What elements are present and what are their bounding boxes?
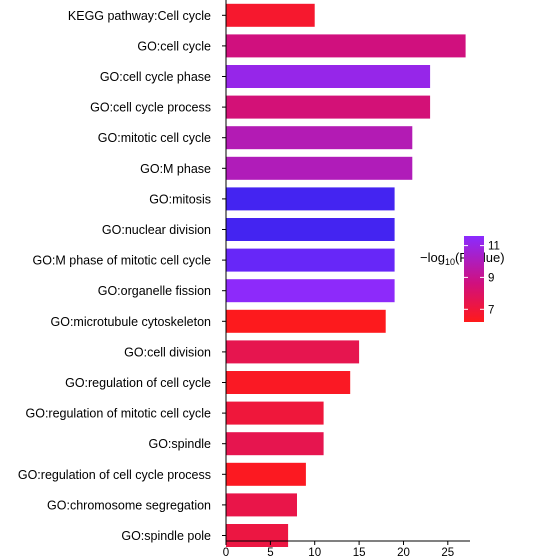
bar bbox=[226, 34, 466, 58]
bar bbox=[226, 187, 395, 211]
legend-tick-label: 9 bbox=[488, 272, 494, 284]
category-label: GO:organelle fission bbox=[98, 284, 211, 298]
bar bbox=[226, 279, 395, 303]
x-tick-label: 20 bbox=[397, 547, 410, 558]
category-label: GO:regulation of cell cycle bbox=[65, 376, 211, 390]
x-tick-label: 5 bbox=[267, 547, 273, 558]
bar bbox=[226, 3, 315, 27]
bar bbox=[226, 65, 431, 88]
bar bbox=[226, 248, 395, 272]
x-axis-ticks: 0 5 10 15 20 25 bbox=[223, 541, 454, 558]
bar bbox=[226, 371, 351, 394]
category-label: GO:mitosis bbox=[149, 192, 211, 206]
category-label: GO:M phase bbox=[140, 162, 211, 176]
category-label: GO:spindle pole bbox=[121, 529, 211, 543]
category-label: GO:mitotic cell cycle bbox=[98, 131, 211, 145]
x-tick-label: 15 bbox=[353, 547, 366, 558]
bar bbox=[226, 126, 413, 150]
legend-color-bar bbox=[464, 236, 484, 322]
bar bbox=[226, 218, 395, 241]
bar bbox=[226, 432, 324, 456]
bar bbox=[226, 401, 324, 425]
bar bbox=[226, 95, 431, 119]
legend-title-prefix: −log bbox=[420, 250, 445, 265]
bar bbox=[226, 309, 386, 333]
category-label: GO:cell division bbox=[124, 345, 211, 359]
category-label: GO:cell cycle process bbox=[90, 101, 211, 115]
category-label: KEGG pathway:Cell cycle bbox=[68, 9, 211, 23]
bar bbox=[226, 524, 289, 547]
category-label: GO:regulation of mitotic cell cycle bbox=[26, 407, 212, 421]
category-label: GO:cell cycle phase bbox=[100, 70, 211, 84]
category-labels: KEGG pathway:Cell cycle GO:cell cycle GO:c… bbox=[18, 9, 226, 543]
category-label: GO:regulation of cell cycle process bbox=[18, 468, 211, 482]
x-tick-label: 25 bbox=[441, 547, 454, 558]
category-label: GO:cell cycle bbox=[137, 39, 211, 53]
bar bbox=[226, 156, 413, 180]
legend-ticks: 11 9 7 bbox=[464, 241, 500, 316]
category-label: GO:nuclear division bbox=[102, 223, 211, 237]
legend-title-subscript: 10 bbox=[445, 257, 455, 267]
legend-tick-label: 11 bbox=[488, 241, 500, 253]
category-label: GO:M phase of mitotic cell cycle bbox=[32, 254, 211, 268]
category-label: GO:chromosome segregation bbox=[47, 498, 211, 512]
legend-tick-label: 7 bbox=[488, 304, 494, 316]
bar bbox=[226, 340, 360, 364]
bar bbox=[226, 462, 306, 486]
x-tick-label: 10 bbox=[308, 547, 321, 558]
category-label: GO:microtubule cytoskeleton bbox=[51, 315, 212, 329]
category-label: GO:spindle bbox=[148, 437, 211, 451]
bar bbox=[226, 493, 297, 517]
bars-group bbox=[226, 3, 466, 547]
x-tick-label: 0 bbox=[223, 547, 229, 558]
